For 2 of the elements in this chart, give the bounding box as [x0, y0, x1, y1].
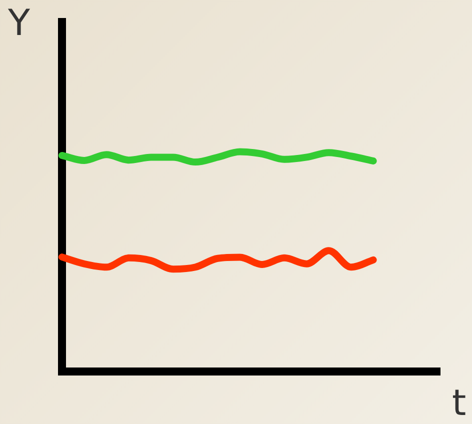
x-axis-title: t [452, 383, 466, 424]
y-axis-title: Y [8, 3, 30, 44]
